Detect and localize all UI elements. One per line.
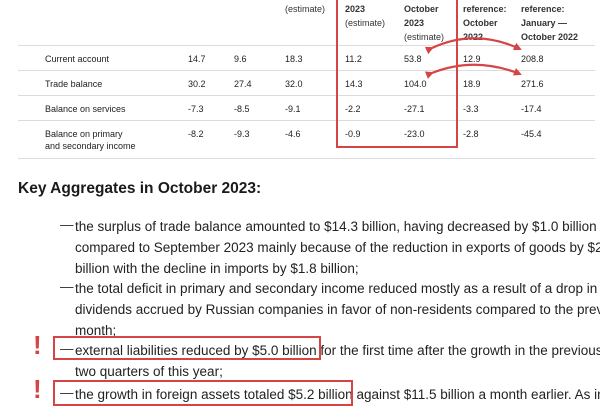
- table-cell: -2.2: [345, 104, 361, 114]
- bullet-dash: —: [60, 341, 74, 356]
- table-row-rule: [18, 70, 595, 71]
- bullet-text: the total deficit in primary and seconda…: [75, 278, 600, 341]
- bullet-line: the surplus of trade balance amounted to…: [75, 219, 597, 234]
- table-cell: -8.2: [188, 129, 204, 139]
- col-header-c7: reference: January — October 2022: [521, 2, 578, 44]
- table-row-rule: [18, 120, 595, 121]
- col-header-line: (estimate): [404, 32, 445, 42]
- highlighted-phrase: the growth in foreign assets totaled $5.…: [75, 387, 353, 402]
- table-cell: -17.4: [521, 104, 542, 114]
- col-header-c6: reference: October 2022: [463, 2, 507, 44]
- highlight-box-columns: [336, 0, 458, 148]
- table-cell: 18.3: [285, 54, 303, 64]
- table-cell: -8.5: [234, 104, 250, 114]
- bullet-line: the total deficit in primary and seconda…: [75, 281, 598, 296]
- table-cell: -7.3: [188, 104, 204, 114]
- table-cell: 271.6: [521, 79, 544, 89]
- highlight-box-liabilities: [53, 336, 321, 360]
- table-cell: 11.2: [345, 54, 362, 64]
- table-cell: 18.9: [463, 79, 481, 89]
- bullet-line: two quarters of this year;: [75, 364, 223, 379]
- col-header-c4: 2023 (estimate): [345, 2, 385, 30]
- table-row-rule: [18, 95, 595, 96]
- table-cell: -9.3: [234, 129, 250, 139]
- table-cell: -4.6: [285, 129, 301, 139]
- table-cell: 12.9: [463, 54, 481, 64]
- table-header-rule: [18, 45, 595, 46]
- bullet-line: compared to September 2023 mainly becaus…: [75, 240, 600, 255]
- table-cell: 208.8: [521, 54, 544, 64]
- row-label: Balance on primary and secondary income: [45, 128, 136, 152]
- row-label-line: and secondary income: [45, 141, 136, 151]
- row-label-line: Balance on primary: [45, 129, 123, 139]
- table-cell: 14.7: [188, 54, 206, 64]
- row-label: Current account: [45, 54, 110, 64]
- table-cell: 9.6: [234, 54, 247, 64]
- highlight-box-assets: [53, 380, 353, 406]
- col-header-line: January —: [521, 18, 568, 28]
- bullet-text: external liabilities reduced by $5.0 bil…: [75, 340, 600, 382]
- bullet-dash: —: [60, 217, 74, 232]
- table-cell: -23.0: [404, 129, 425, 139]
- table-cell: 53.8: [404, 54, 422, 64]
- table-cell: -27.1: [404, 104, 425, 114]
- table-cell: 14.3: [345, 79, 363, 89]
- col-header-line: reference:: [521, 4, 565, 14]
- bullet-line: month;: [75, 323, 117, 338]
- col-header-c3: (estimate): [285, 2, 325, 16]
- bullet-line: billion with the decline in imports by $…: [75, 261, 359, 276]
- bullet-dash: —: [60, 385, 74, 400]
- row-label: Balance on services: [45, 104, 126, 114]
- exclamation-mark: !: [33, 330, 42, 360]
- row-label: Trade balance: [45, 79, 103, 89]
- bullet-line: external liabilities reduced by $5.0 bil…: [75, 340, 600, 361]
- table-cell: 104.0: [404, 79, 427, 89]
- col-header-line: (estimate): [285, 4, 326, 14]
- table-cell: 32.0: [285, 79, 303, 89]
- bullet-text: the growth in foreign assets totaled $5.…: [75, 384, 600, 405]
- bullet-dash: —: [60, 279, 74, 294]
- highlighted-phrase: external liabilities reduced by $5.0 bil…: [75, 343, 317, 358]
- table-cell: -9.1: [285, 104, 301, 114]
- table-cell: -2.8: [463, 129, 479, 139]
- bullet-rest: for the first time after the growth in t…: [316, 343, 600, 358]
- col-header-line: 2022: [463, 32, 484, 42]
- col-header-line: 2023: [404, 18, 425, 28]
- table-cell: -3.3: [463, 104, 479, 114]
- col-header-line: 2023: [345, 4, 366, 14]
- col-header-line: October 2022: [521, 32, 579, 42]
- table-cell: -45.4: [521, 129, 542, 139]
- col-header-line: October: [463, 18, 498, 28]
- bullet-line: the growth in foreign assets totaled $5.…: [75, 384, 600, 405]
- col-header-line: (estimate): [345, 18, 386, 28]
- col-header-line: reference:: [463, 4, 507, 14]
- table-cell: 30.2: [188, 79, 206, 89]
- bullet-rest: against $11.5 billion a month earlier. A…: [352, 387, 600, 402]
- exclamation-mark: !: [33, 374, 42, 404]
- section-heading: Key Aggregates in October 2023:: [18, 180, 262, 197]
- table-bottom-rule: [18, 158, 595, 159]
- col-header-line: October: [404, 4, 439, 14]
- table-cell: -0.9: [345, 129, 361, 139]
- bullet-line: dividends accrued by Russian companies i…: [75, 302, 600, 317]
- table-cell: 27.4: [234, 79, 252, 89]
- col-header-c5: October 2023 (estimate): [404, 2, 444, 44]
- bullet-text: the surplus of trade balance amounted to…: [75, 216, 600, 279]
